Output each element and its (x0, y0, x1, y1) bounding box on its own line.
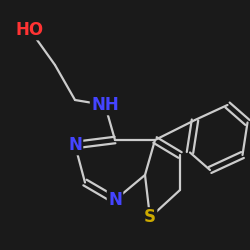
Text: N: N (108, 191, 122, 209)
Text: N: N (68, 136, 82, 154)
Text: S: S (144, 208, 156, 226)
Text: NH: NH (91, 96, 119, 114)
Text: HO: HO (16, 21, 44, 39)
